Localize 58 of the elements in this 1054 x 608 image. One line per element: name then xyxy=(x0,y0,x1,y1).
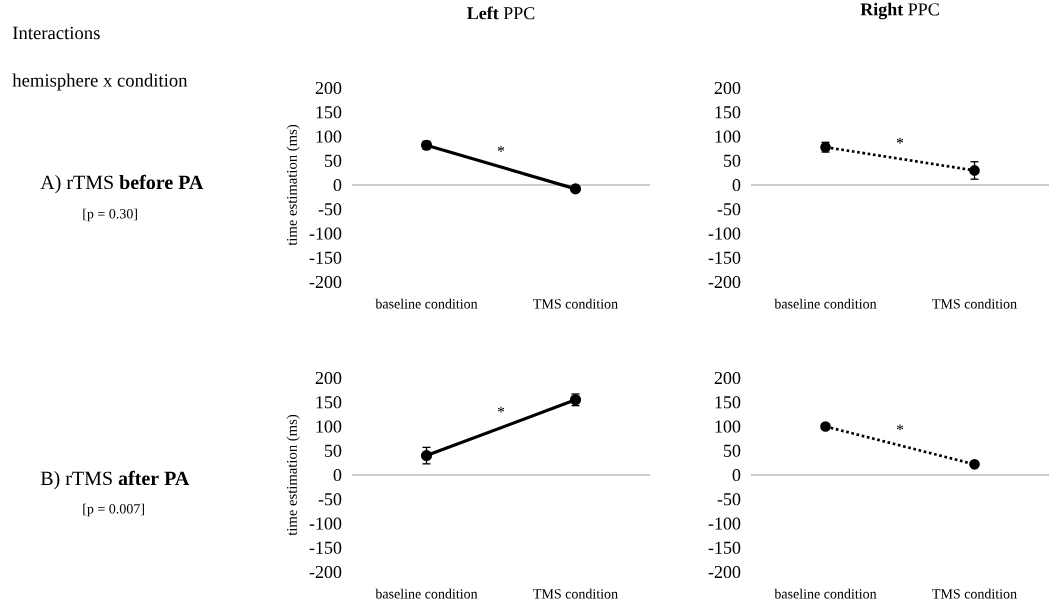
y-tick-label: -150 xyxy=(708,541,741,554)
y-tick-label: 50 xyxy=(325,154,342,167)
y-tick-label: -50 xyxy=(318,203,342,216)
y-tick-label: 100 xyxy=(715,130,741,143)
text: hemisphere x condition xyxy=(12,73,188,91)
y-tick-label: -100 xyxy=(708,227,741,240)
annotation: * xyxy=(896,424,904,431)
chart-title: Right PPC xyxy=(860,2,939,20)
y-tick-label: 150 xyxy=(316,396,342,409)
y-axis-title: time estimation (ms) xyxy=(286,414,300,536)
annotation: * xyxy=(497,406,505,413)
y-tick-label: 50 xyxy=(724,154,741,167)
y-axis-title: time estimation (ms) xyxy=(286,124,300,246)
y-tick-label: 150 xyxy=(715,396,741,409)
x-tick-label: baseline condition xyxy=(774,588,877,599)
y-tick-label: 150 xyxy=(715,106,741,119)
y-tick-label: 0 xyxy=(732,178,741,192)
x-tick-label: baseline condition xyxy=(375,298,478,309)
annotation: * xyxy=(896,137,904,144)
x-tick-label: TMS condition xyxy=(932,588,1017,599)
y-tick-label: -50 xyxy=(318,493,342,506)
y-tick-label: 50 xyxy=(325,444,342,457)
x-tick-label: TMS condition xyxy=(932,298,1017,309)
y-tick-label: 100 xyxy=(316,420,342,433)
y-tick-label: 200 xyxy=(714,371,741,385)
y-tick-label: 200 xyxy=(315,81,342,95)
y-tick-label: -100 xyxy=(708,517,741,530)
y-tick-label: -100 xyxy=(309,517,342,530)
y-tick-label: -200 xyxy=(708,565,741,579)
y-tick-label: -200 xyxy=(708,275,741,289)
chart-title: Left PPC xyxy=(467,6,535,20)
y-tick-label: -200 xyxy=(309,565,342,579)
text: A) rTMS before PA xyxy=(40,174,204,194)
y-tick-label: -150 xyxy=(708,251,741,264)
y-tick-label: 150 xyxy=(316,106,342,119)
text: Interactions xyxy=(12,26,100,40)
y-tick-label: 0 xyxy=(333,468,342,482)
y-tick-label: -200 xyxy=(309,275,342,289)
y-tick-label: 100 xyxy=(316,130,342,143)
y-tick-label: -100 xyxy=(309,227,342,240)
text: B) rTMS after PA xyxy=(40,470,190,490)
y-tick-label: 100 xyxy=(715,420,741,433)
y-tick-label: -50 xyxy=(717,493,741,506)
text: [p = 0.30] xyxy=(83,208,137,222)
y-tick-label: -50 xyxy=(717,203,741,216)
y-tick-label: -150 xyxy=(309,251,342,264)
y-tick-label: 50 xyxy=(724,444,741,457)
y-tick-label: 200 xyxy=(714,81,741,95)
y-tick-label: -150 xyxy=(309,541,342,554)
x-tick-label: TMS condition xyxy=(533,298,618,309)
y-tick-label: 0 xyxy=(333,178,342,192)
x-tick-label: TMS condition xyxy=(533,588,618,599)
annotation: * xyxy=(497,146,505,152)
text: [p = 0.007] xyxy=(83,503,144,517)
y-tick-label: 200 xyxy=(315,371,342,385)
y-tick-label: 0 xyxy=(732,468,741,482)
x-tick-label: baseline condition xyxy=(774,298,877,309)
x-tick-label: baseline condition xyxy=(375,588,478,599)
